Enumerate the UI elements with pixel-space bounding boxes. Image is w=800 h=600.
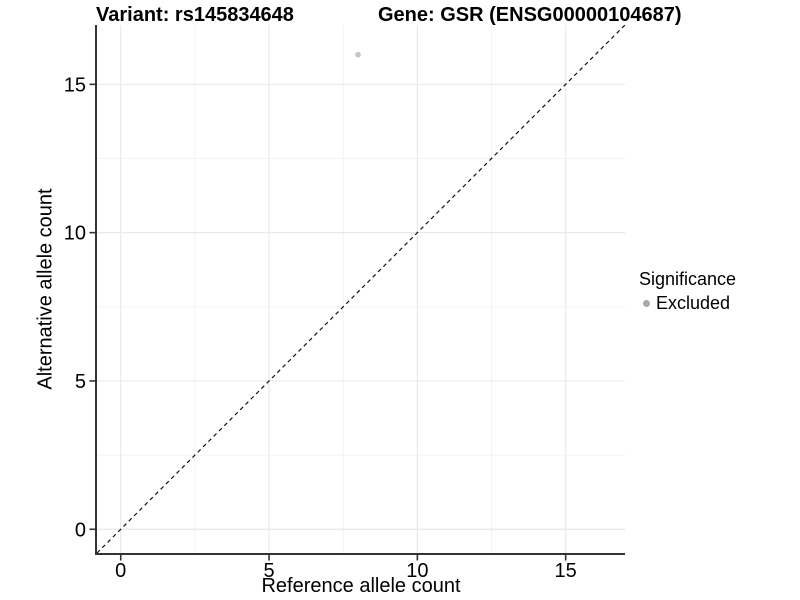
x-tick-label: 5 xyxy=(263,560,274,582)
y-tick-label: 0 xyxy=(75,519,86,541)
y-tick-label: 10 xyxy=(64,223,86,245)
y-axis-title: Alternative allele count xyxy=(34,188,57,390)
legend-key-point-icon xyxy=(643,300,650,307)
legend-item-label: Excluded xyxy=(656,293,731,313)
x-axis-title: Reference allele count xyxy=(261,575,461,597)
gene-title: Gene: GSR (ENSG00000104687) xyxy=(378,4,682,26)
identity-dashed-line xyxy=(96,24,626,554)
legend-item-excluded: Excluded xyxy=(639,293,736,314)
y-tick-label: 15 xyxy=(64,74,86,96)
variant-title: Variant: rs145834648 xyxy=(96,4,294,26)
data-point xyxy=(355,51,361,58)
y-tick-label: 5 xyxy=(75,371,86,393)
x-tick-label: 0 xyxy=(115,560,126,582)
x-tick-label: 15 xyxy=(555,560,577,582)
legend-title: Significance xyxy=(639,269,737,289)
legend: Significance Excluded xyxy=(639,269,736,314)
x-tick-label: 10 xyxy=(406,560,428,582)
